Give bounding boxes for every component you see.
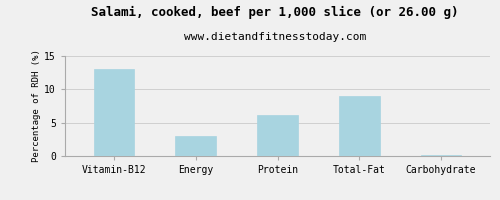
Bar — [339, 96, 380, 156]
Text: Salami, cooked, beef per 1,000 slice (or 26.00 g): Salami, cooked, beef per 1,000 slice (or… — [91, 6, 459, 19]
Bar — [257, 115, 298, 156]
Bar — [420, 155, 462, 156]
Text: www.dietandfitnesstoday.com: www.dietandfitnesstoday.com — [184, 32, 366, 42]
Y-axis label: Percentage of RDH (%): Percentage of RDH (%) — [32, 50, 42, 162]
Bar — [94, 69, 134, 156]
Bar — [176, 136, 216, 156]
